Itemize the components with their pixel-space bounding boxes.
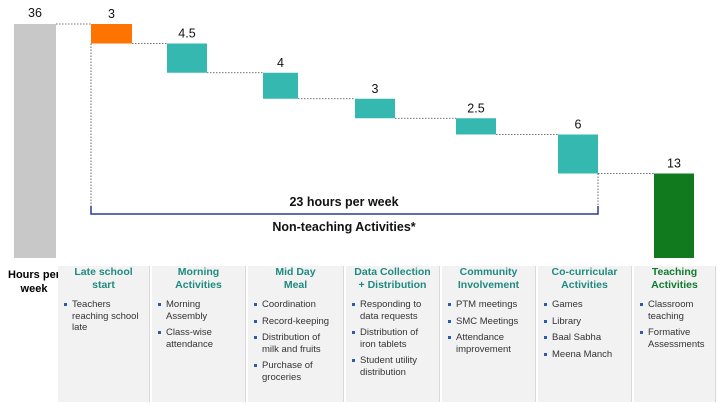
category-title: Community Involvement <box>457 266 520 291</box>
step-value-label: 2.5 <box>467 101 484 115</box>
teaching-bar-value-label: 13 <box>667 157 681 171</box>
category-title: Teaching Activities <box>651 266 698 291</box>
category-item-list: Teachers reaching school late <box>58 299 149 334</box>
category-column: Data Collection + Distribution Responding… <box>346 266 440 402</box>
step-value-label: 3 <box>108 7 115 21</box>
category-column: Co-curricular Activities Games Library Baal… <box>538 266 632 402</box>
category-item-list: Morning Assembly Class-wise attendance <box>152 299 245 350</box>
category-item: Record-keeping <box>254 316 339 328</box>
category-item: Games <box>544 299 627 311</box>
category-title: Late school start <box>74 266 133 291</box>
category-column: Teaching Activities Classroom teaching For… <box>634 266 716 402</box>
category-item: Meena Manch <box>544 349 627 361</box>
category-item: Baal Sabha <box>544 332 627 344</box>
category-column: Community Involvement PTM meetings SMC Mee… <box>442 266 536 402</box>
step-bar <box>558 134 598 174</box>
category-item: SMC Meetings <box>448 316 531 328</box>
total-bar <box>14 24 56 258</box>
bracket-hours-label: 23 hours per week <box>289 195 399 209</box>
total-bar-label: Hours per week <box>8 269 60 295</box>
step-bar <box>263 72 298 99</box>
category-item: Morning Assembly <box>158 299 241 322</box>
category-item-list: Classroom teaching Formative Assessments <box>634 299 715 350</box>
teaching-bar <box>654 173 694 258</box>
category-item: Distribution of iron tablets <box>352 327 435 350</box>
category-item: Purchase of groceries <box>254 360 339 383</box>
category-item-list: Coordination Record-keeping Distribution o… <box>248 299 343 383</box>
category-item: Responding to data requests <box>352 299 435 322</box>
category-item: Class-wise attendance <box>158 327 241 350</box>
category-item: Teachers reaching school late <box>64 299 145 334</box>
category-column: Mid Day Meal Coordination Record-keeping Di… <box>248 266 344 402</box>
category-item: Formative Assessments <box>640 327 711 350</box>
category-item-list: Games Library Baal Sabha Meena Manch <box>538 299 631 360</box>
total-bar-value-label: 36 <box>28 6 42 20</box>
category-item: Coordination <box>254 299 339 311</box>
non-teaching-label: Non-teaching Activities* <box>272 220 416 234</box>
step-bar <box>91 24 132 44</box>
category-item-list: PTM meetings SMC Meetings Attendance impro… <box>442 299 535 355</box>
category-item: PTM meetings <box>448 299 531 311</box>
bracket <box>90 206 599 215</box>
category-item: Distribution of milk and fruits <box>254 332 339 355</box>
category-item-list: Responding to data requests Distribution … <box>346 299 439 378</box>
step-value-label: 4.5 <box>178 27 195 41</box>
category-item: Classroom teaching <box>640 299 711 322</box>
category-title: Data Collection + Distribution <box>354 266 431 291</box>
step-value-label: 3 <box>372 82 379 96</box>
step-value-label: 4 <box>277 56 284 70</box>
waterfall-chart: 36 3 4.5 4 3 2.5 6 13 <box>14 6 694 258</box>
category-item: Student utility distribution <box>352 355 435 378</box>
step-bar <box>167 43 207 73</box>
step-value-label: 6 <box>575 118 582 132</box>
step-bar <box>355 98 395 119</box>
category-title: Mid Day Meal <box>275 266 316 291</box>
step-bar <box>456 118 496 135</box>
category-item: Library <box>544 316 627 328</box>
category-column: Morning Activities Morning Assembly Class-… <box>152 266 246 402</box>
category-title: Co-curricular Activities <box>551 266 618 291</box>
category-title: Morning Activities <box>175 266 222 291</box>
category-column: Late school start Teachers reaching schoo… <box>58 266 150 402</box>
category-item: Attendance improvement <box>448 332 531 355</box>
